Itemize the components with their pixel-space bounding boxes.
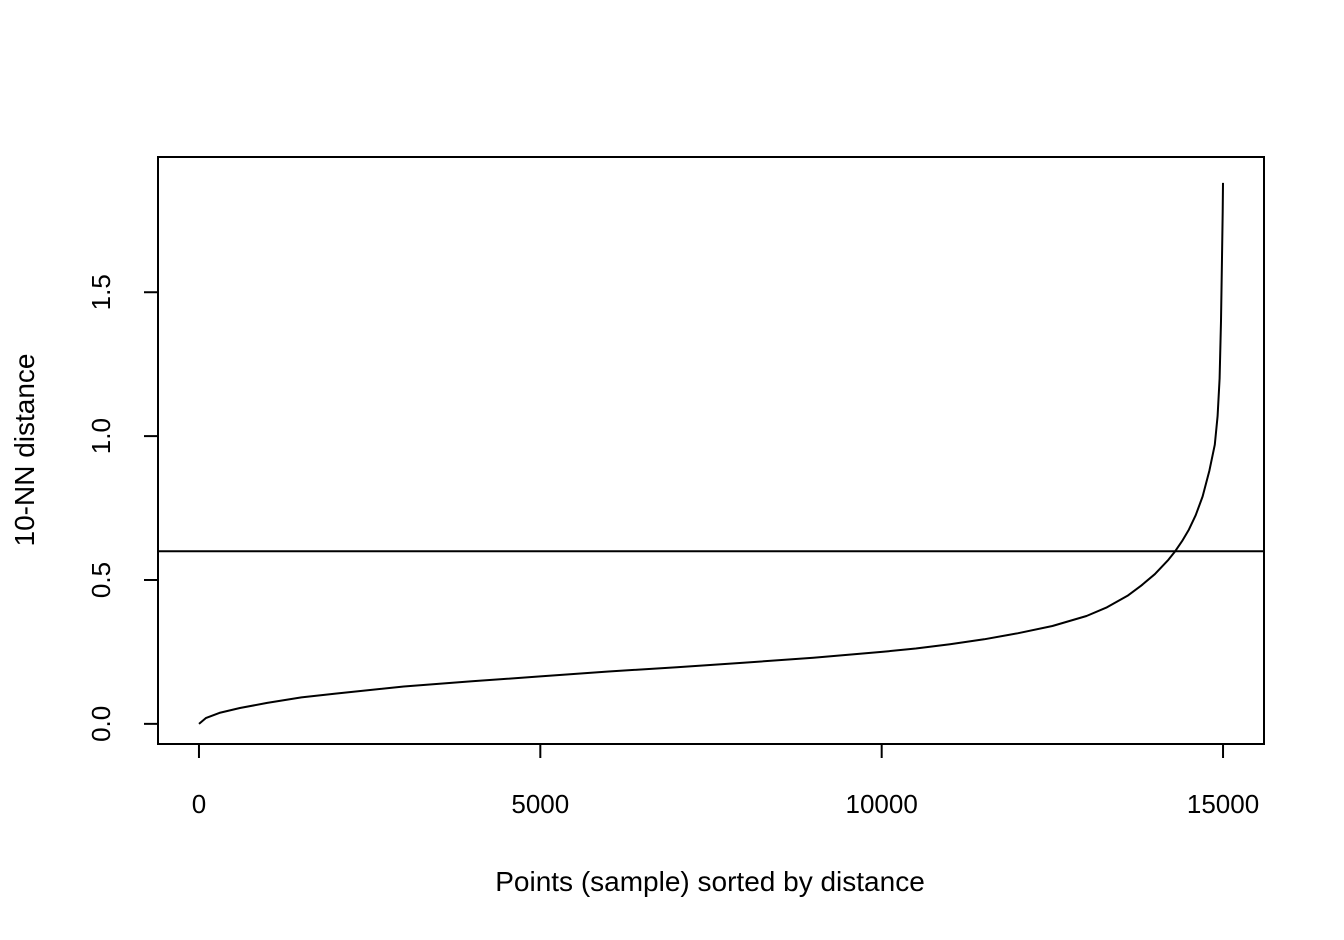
y-tick-label: 1.5 [86,274,116,310]
y-axis: 0.0 0.5 1.0 1.5 [86,274,159,742]
y-tick-label: 0.5 [86,562,116,598]
x-tick-label: 15000 [1187,789,1259,819]
y-tick-label: 1.0 [86,418,116,454]
x-tick-label: 10000 [846,789,918,819]
y-tick-label: 0.0 [86,706,116,742]
x-tick-label: 5000 [511,789,569,819]
y-axis-title: 10-NN distance [9,354,40,547]
plot-frame [157,156,1265,745]
x-axis-title: Points (sample) sorted by distance [495,866,925,897]
x-tick-label: 0 [192,789,206,819]
series-line [198,182,1224,725]
series-layer [198,182,1224,725]
